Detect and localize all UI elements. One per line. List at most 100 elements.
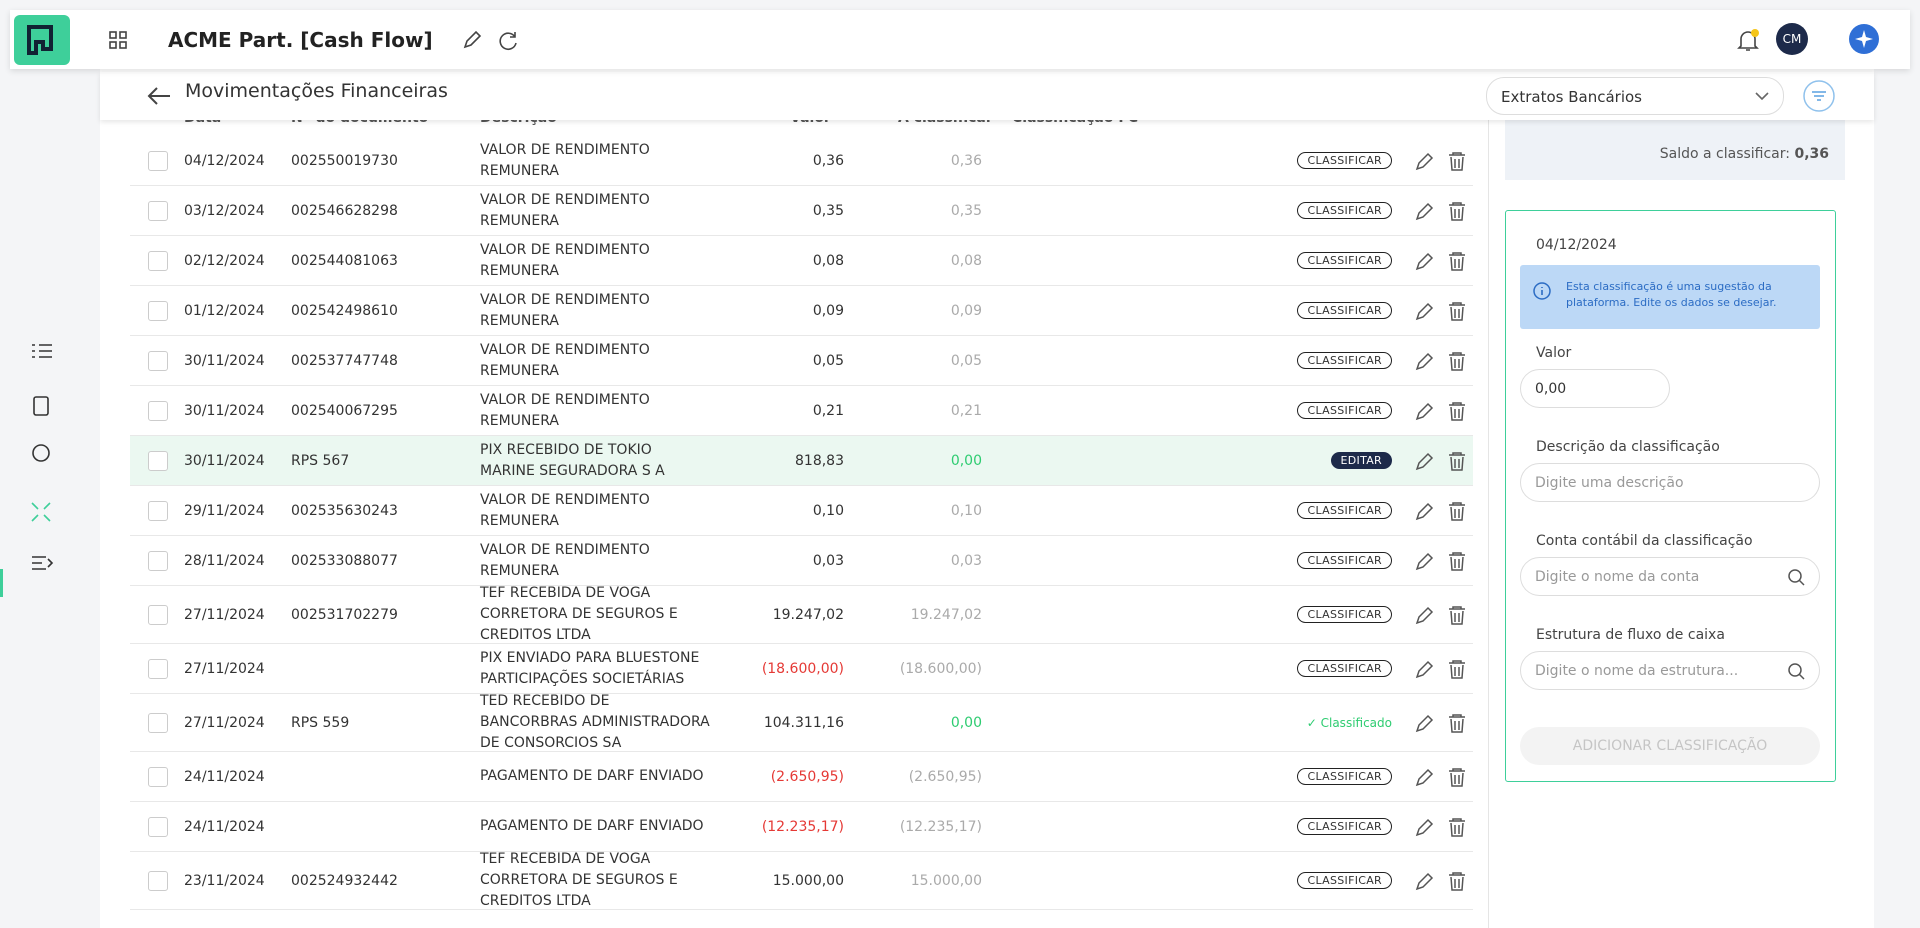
row-description: PIX ENVIADO PARA BLUESTONE PARTICIPAÇÕES…	[480, 649, 700, 687]
notifications-icon[interactable]	[1736, 28, 1760, 54]
row-description: TEF RECEBIDA DE VOGA CORRETORA DE SEGURO…	[480, 585, 678, 643]
row-description: VALOR DE RENDIMENTO REMUNERA	[480, 241, 650, 279]
sidebar-icons[interactable]	[30, 341, 54, 581]
row-value: 0,35	[812, 202, 844, 219]
row-pending: 19.247,02	[910, 606, 982, 623]
row-date: 30/11/2024	[184, 352, 265, 369]
status-badge[interactable]: CLASSIFICAR	[1297, 552, 1392, 569]
status-badge[interactable]: CLASSIFICAR	[1297, 872, 1392, 889]
row-checkbox[interactable]	[148, 816, 168, 837]
table-row[interactable]: 24/11/2024 PAGAMENTO DE DARF ENVIADO (2.65…	[130, 752, 1473, 802]
page-title: Movimentações Financeiras	[185, 80, 448, 102]
row-actions	[1413, 300, 1473, 322]
row-actions	[1413, 816, 1473, 838]
table-row[interactable]: 27/11/2024 PIX ENVIADO PARA BLUESTONE PAR…	[130, 644, 1473, 694]
table-row[interactable]: 24/11/2024 PAGAMENTO DE DARF ENVIADO (12.2…	[130, 802, 1473, 852]
info-text: Esta classificação é uma sugestão da pla…	[1566, 280, 1777, 309]
row-checkbox[interactable]	[148, 350, 168, 371]
field-input[interactable]: Digite uma descrição	[1520, 463, 1820, 502]
status-badge[interactable]: CLASSIFICAR	[1297, 202, 1392, 219]
table-row[interactable]: 02/12/2024 002544081063 VALOR DE RENDIMENT…	[130, 236, 1473, 286]
table-row[interactable]: 27/11/2024 002531702279 TEF RECEBIDA DE VO…	[130, 585, 1473, 644]
table-row[interactable]: 30/11/2024 RPS 567 PIX RECEBIDO DE TOKIO M…	[130, 436, 1473, 486]
row-checkbox[interactable]	[148, 604, 168, 625]
row-status: CLASSIFICAR	[1297, 402, 1392, 419]
row-value: 818,83	[795, 452, 844, 469]
row-checkbox[interactable]	[148, 250, 168, 271]
table-row[interactable]: 01/12/2024 002542498610 VALOR DE RENDIMENT…	[130, 286, 1473, 336]
row-document: 002540067295	[291, 402, 398, 419]
table-row[interactable]: 30/11/2024 002537747748 VALOR DE RENDIMENT…	[130, 336, 1473, 386]
row-checkbox[interactable]	[148, 450, 168, 471]
row-checkbox[interactable]	[148, 300, 168, 321]
row-value: 0,10	[812, 502, 844, 519]
assistant-icon[interactable]	[1848, 23, 1880, 55]
status-badge[interactable]: CLASSIFICAR	[1297, 818, 1392, 835]
row-description: VALOR DE RENDIMENTO REMUNERA	[480, 541, 650, 579]
row-description: PAGAMENTO DE DARF ENVIADO	[480, 768, 704, 784]
row-pending: 0,21	[950, 402, 982, 419]
edit-icon[interactable]	[461, 29, 483, 51]
row-pending: (2.650,95)	[908, 768, 982, 785]
status-badge[interactable]: CLASSIFICAR	[1297, 402, 1392, 419]
source-select[interactable]: Extratos Bancários	[1486, 77, 1784, 115]
logo[interactable]	[14, 14, 70, 65]
row-description: VALOR DE RENDIMENTO REMUNERA	[480, 191, 650, 229]
row-value: (2.650,95)	[770, 768, 844, 785]
row-document: 002546628298	[291, 202, 398, 219]
row-checkbox[interactable]	[148, 712, 168, 733]
status-badge[interactable]: CLASSIFICAR	[1297, 660, 1392, 677]
row-value: 0,08	[812, 252, 844, 269]
row-date: 24/11/2024	[184, 818, 265, 835]
status-badge[interactable]: CLASSIFICAR	[1297, 252, 1392, 269]
add-classification-button[interactable]: ADICIONAR CLASSIFICAÇÃO	[1520, 727, 1820, 765]
refresh-icon[interactable]	[497, 29, 519, 51]
status-badge[interactable]: CLASSIFICAR	[1297, 768, 1392, 785]
status-badge[interactable]: EDITAR	[1330, 452, 1392, 469]
row-document: 002537747748	[291, 352, 398, 369]
row-value: (18.600,00)	[761, 660, 844, 677]
back-button[interactable]	[146, 84, 172, 108]
row-document: 002535630243	[291, 502, 398, 519]
row-checkbox[interactable]	[148, 550, 168, 571]
filter-button[interactable]	[1802, 79, 1836, 113]
table-row[interactable]: 29/11/2024 002535630243 VALOR DE RENDIMENT…	[130, 486, 1473, 536]
row-checkbox[interactable]	[148, 400, 168, 421]
status-badge[interactable]: CLASSIFICAR	[1297, 302, 1392, 319]
row-actions	[1413, 550, 1473, 572]
info-banner: Esta classificação é uma sugestão da pla…	[1520, 265, 1820, 329]
table-row[interactable]: 27/11/2024 RPS 559 TED RECEBIDO DE BANCORB…	[130, 693, 1473, 752]
row-description: TEF RECEBIDA DE VOGA CORRETORA DE SEGURO…	[480, 851, 678, 909]
table-row[interactable]: 23/11/2024 002524932442 TEF RECEBIDA DE VO…	[130, 851, 1473, 910]
status-badge[interactable]: CLASSIFICAR	[1297, 152, 1392, 169]
table-row[interactable]: 04/12/2024 002550019730 VALOR DE RENDIMENT…	[130, 136, 1473, 186]
table-row[interactable]: 30/11/2024 002540067295 VALOR DE RENDIMENT…	[130, 386, 1473, 436]
user-avatar[interactable]: CM	[1776, 23, 1808, 55]
field-input[interactable]: Digite o nome da estrutura...	[1520, 651, 1820, 690]
row-checkbox[interactable]	[148, 500, 168, 521]
row-checkbox[interactable]	[148, 200, 168, 221]
apps-icon[interactable]	[108, 30, 128, 50]
row-actions	[1413, 712, 1473, 734]
table-row[interactable]: 28/11/2024 002533088077 VALOR DE RENDIMENT…	[130, 536, 1473, 586]
row-checkbox[interactable]	[148, 658, 168, 679]
field-input[interactable]: 0,00	[1520, 369, 1670, 408]
field-label: Estrutura de fluxo de caixa	[1536, 627, 1725, 643]
row-pending: (12.235,17)	[899, 818, 982, 835]
row-checkbox[interactable]	[148, 766, 168, 787]
status-badge[interactable]: CLASSIFICAR	[1297, 352, 1392, 369]
row-actions	[1413, 450, 1473, 472]
row-date: 01/12/2024	[184, 302, 265, 319]
row-pending: 0,36	[950, 152, 982, 169]
table-row[interactable]: 03/12/2024 002546628298 VALOR DE RENDIMENT…	[130, 186, 1473, 236]
status-badge[interactable]: CLASSIFICAR	[1297, 606, 1392, 623]
field-input[interactable]: Digite o nome da conta	[1520, 557, 1820, 596]
row-document: 002542498610	[291, 302, 398, 319]
row-checkbox[interactable]	[148, 150, 168, 171]
row-status: CLASSIFICAR	[1297, 502, 1392, 519]
row-value: 0,05	[812, 352, 844, 369]
row-document: RPS 559	[291, 714, 350, 731]
status-badge[interactable]: CLASSIFICAR	[1297, 502, 1392, 519]
row-checkbox[interactable]	[148, 870, 168, 891]
